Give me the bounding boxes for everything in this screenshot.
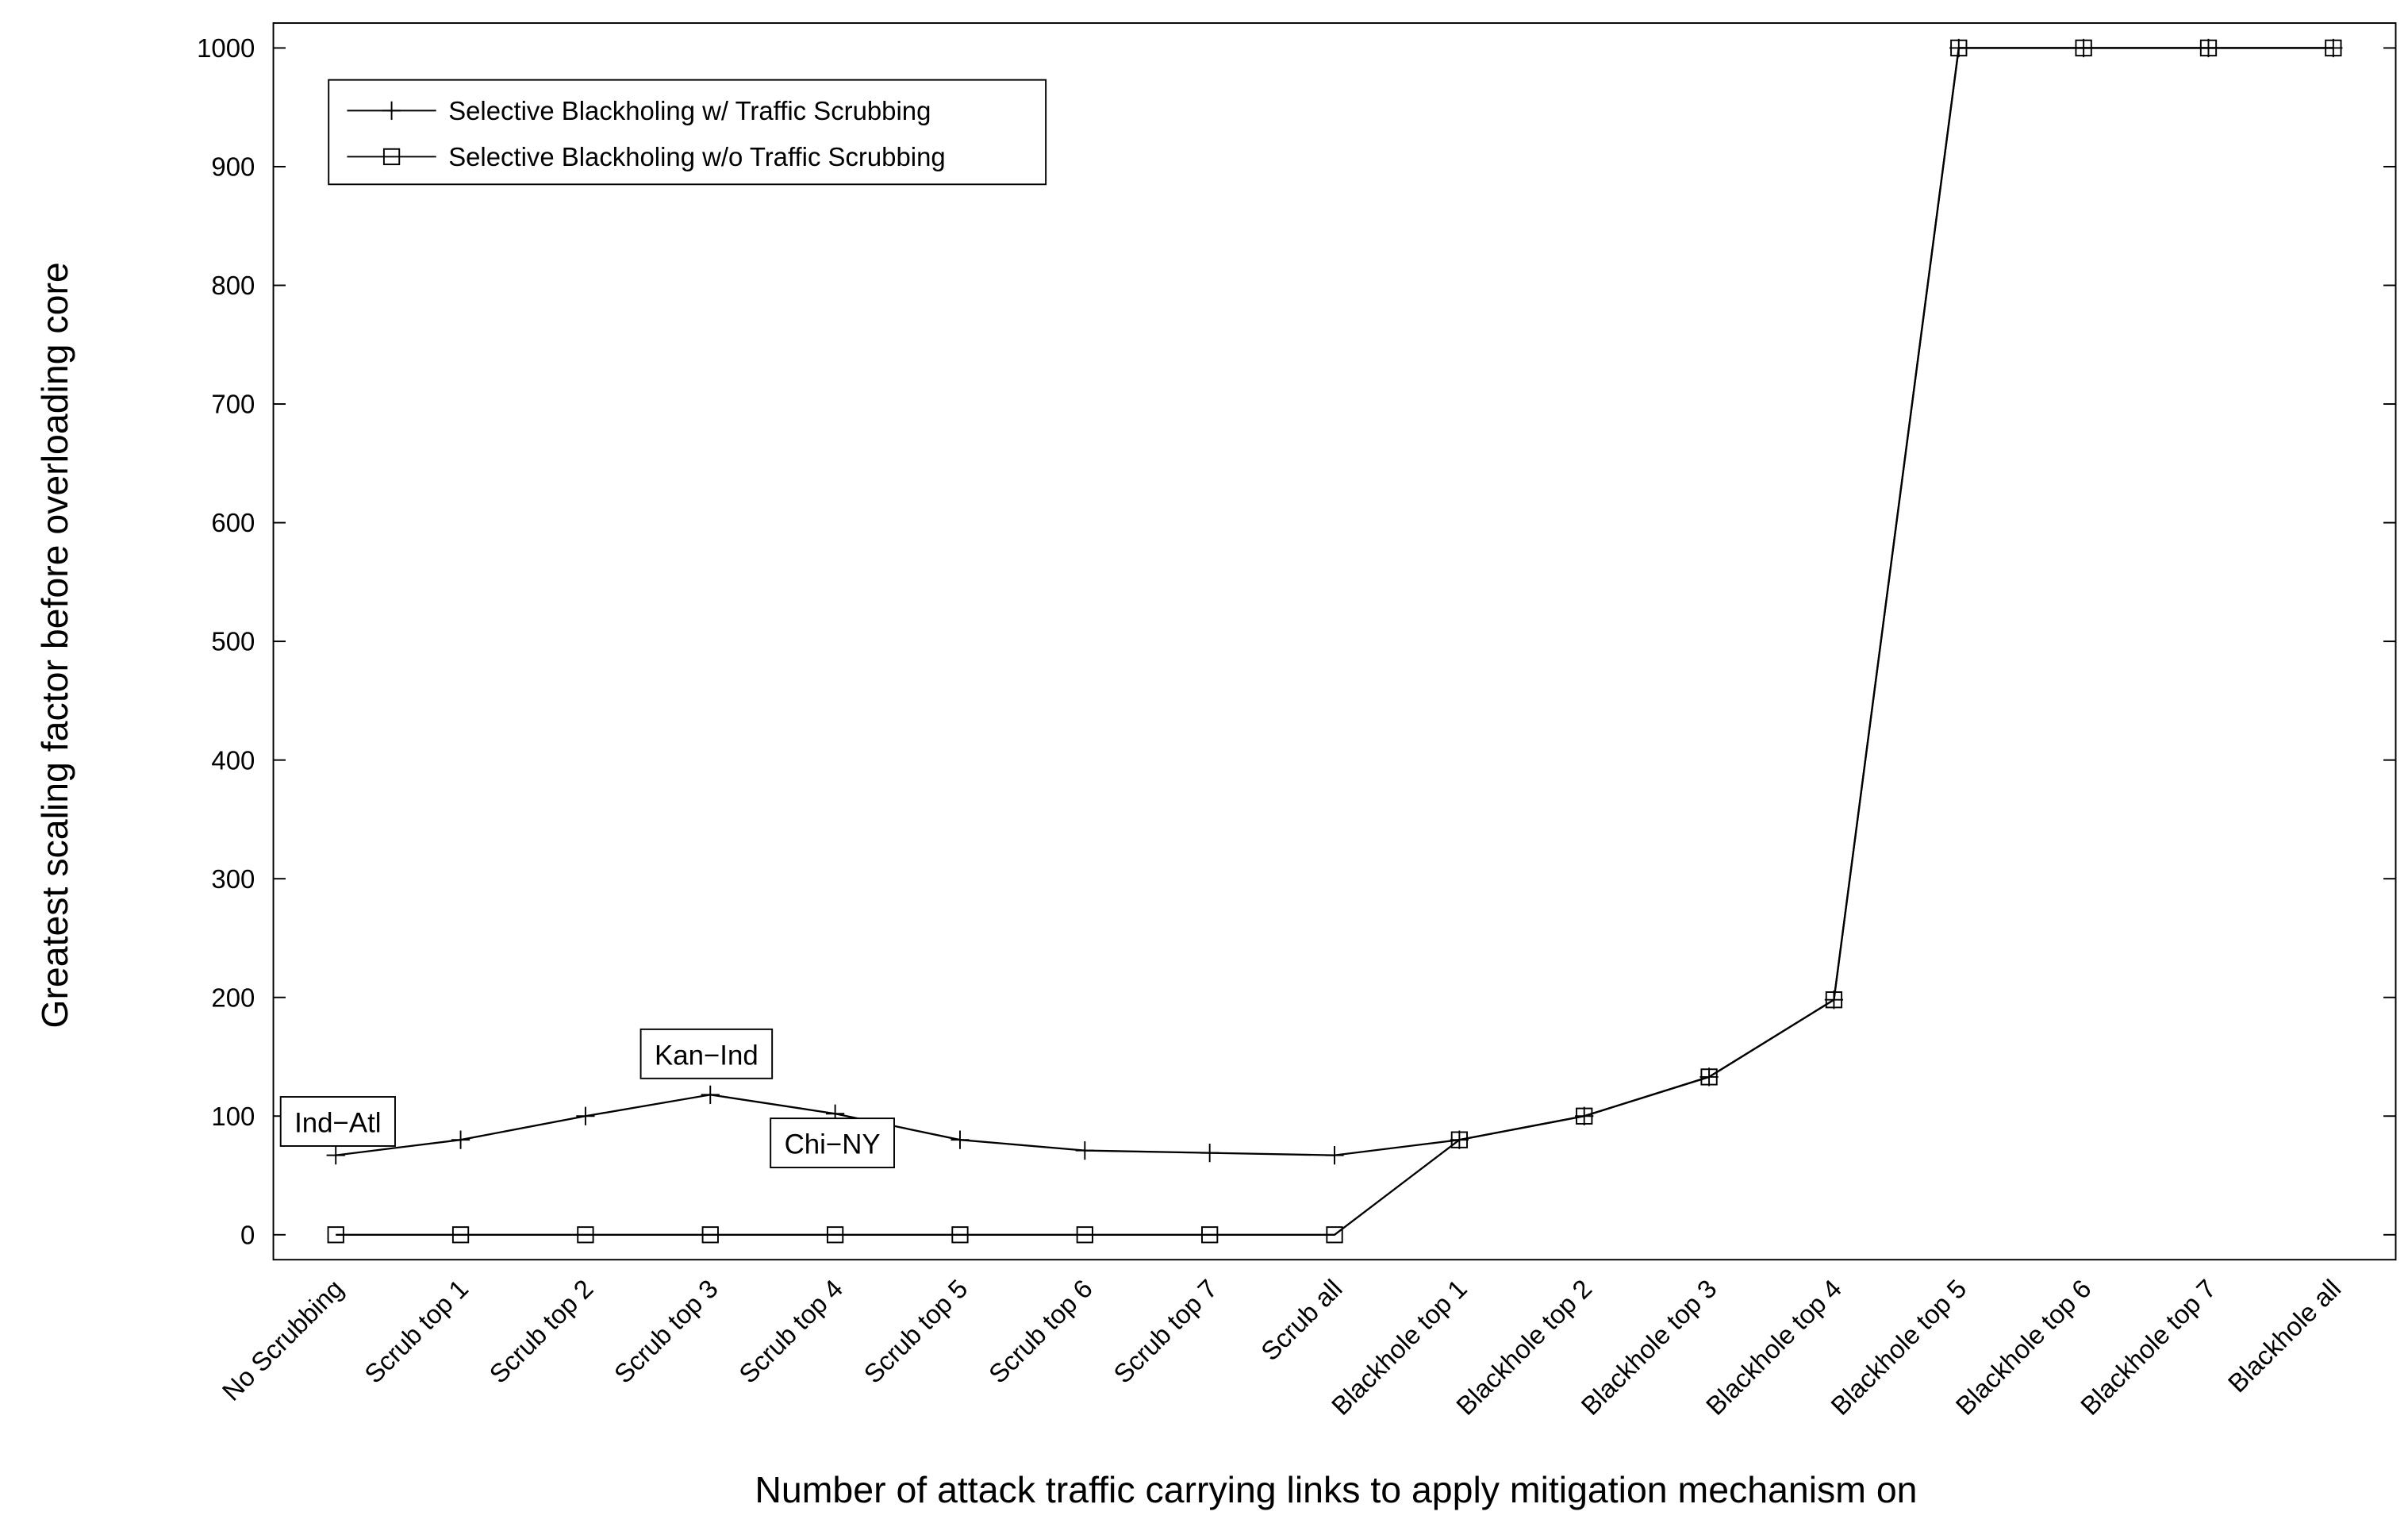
plus-marker	[576, 1106, 595, 1125]
square-marker	[1450, 1131, 1469, 1148]
x-tick-label: Scrub top 4	[733, 1274, 848, 1389]
square-marker	[451, 1226, 470, 1244]
annotation: Chi−NY	[785, 1129, 881, 1160]
x-tick-label: Scrub top 5	[858, 1274, 973, 1389]
square-marker	[1076, 1226, 1093, 1244]
plus-marker	[1075, 1141, 1094, 1160]
annotation-box	[770, 1117, 895, 1169]
legend-marker	[382, 101, 401, 120]
plot-frame	[272, 22, 2397, 1261]
legend-marker	[382, 148, 401, 166]
legend-label: Selective Blackholing w/o Traffic Scrubb…	[448, 142, 945, 171]
y-tick-label: 200	[211, 983, 255, 1012]
square-marker	[1700, 1068, 1718, 1086]
plus-marker	[1325, 1145, 1344, 1165]
annotation: Ind−Atl	[294, 1108, 381, 1139]
plus-marker	[1200, 1143, 1219, 1163]
square-marker	[2199, 39, 2218, 57]
y-tick-label: 400	[211, 745, 255, 775]
y-tick-label: 1000	[197, 33, 255, 63]
plus-marker	[326, 1145, 345, 1165]
annotation: Kan−Ind	[655, 1040, 759, 1071]
x-tick-label: Scrub top 3	[609, 1274, 724, 1389]
y-tick-label: 800	[211, 271, 255, 300]
square-marker	[1201, 1226, 1219, 1244]
square-marker	[327, 1226, 344, 1244]
plus-marker	[451, 1130, 470, 1149]
annotation-box	[639, 1028, 774, 1079]
square-marker	[577, 1226, 594, 1244]
x-tick-label: Scrub top 2	[483, 1274, 598, 1389]
series-line	[336, 47, 2333, 1156]
y-tick-label: 600	[211, 508, 255, 537]
x-tick-label: Blackhole top 7	[2075, 1274, 2222, 1421]
y-tick-label: 0	[240, 1220, 255, 1249]
x-tick-label: Scrub top 7	[1108, 1274, 1223, 1389]
y-tick-label: 700	[211, 390, 255, 419]
y-axis-label: Greatest scaling factor before overloadi…	[34, 262, 75, 1028]
x-tick-label: Scrub all	[1255, 1274, 1348, 1367]
square-marker	[826, 1226, 844, 1244]
square-marker	[951, 1226, 969, 1244]
series-line	[336, 47, 2333, 1236]
x-tick-label: Blackhole all	[2222, 1274, 2347, 1398]
square-marker	[1326, 1226, 1343, 1244]
y-tick-label: 900	[211, 152, 255, 182]
square-marker	[1950, 39, 1968, 57]
x-axis-label: Number of attack traffic carrying links …	[755, 1469, 1917, 1510]
plus-marker	[951, 1130, 970, 1149]
legend-label: Selective Blackholing w/ Traffic Scrubbi…	[448, 96, 931, 125]
plus-marker	[701, 1085, 720, 1104]
square-marker	[2325, 39, 2342, 57]
annotation-box	[279, 1096, 396, 1147]
y-tick-label: 500	[211, 627, 255, 656]
square-marker	[2075, 39, 2092, 57]
square-marker	[701, 1226, 719, 1244]
y-tick-label: 300	[211, 864, 255, 894]
square-marker	[1825, 991, 1843, 1009]
x-tick-label: Scrub top 6	[983, 1274, 1098, 1389]
x-tick-label: Scrub top 1	[359, 1274, 474, 1389]
x-tick-label: No Scrubbing	[217, 1274, 349, 1406]
legend-box	[328, 79, 1047, 186]
square-marker	[1576, 1107, 1593, 1125]
y-tick-label: 100	[211, 1102, 255, 1131]
